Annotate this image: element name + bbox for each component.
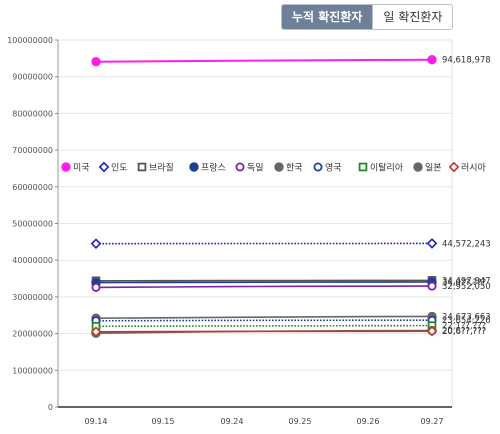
legend-label-0: 미국	[73, 163, 90, 174]
series-line-3	[95, 281, 433, 284]
series-marker-start-4	[91, 282, 101, 292]
tab-daily-cases[interactable]: 일 확진환자	[372, 5, 453, 29]
legend-marker-6	[313, 162, 323, 172]
legend-label-1: 인도	[111, 163, 128, 174]
y-tick-label: 90000000	[12, 73, 53, 82]
y-tick-label: 60000000	[12, 183, 53, 192]
legend-label-9: 러시아	[461, 163, 487, 174]
y-tick-label: 50000000	[12, 220, 53, 229]
x-tick-label: 09.27	[421, 417, 444, 426]
x-tick-label: 09.15	[152, 417, 175, 426]
x-tick-label: 09.24	[221, 417, 244, 426]
series-line-7	[95, 324, 433, 328]
legend-marker-2	[137, 162, 147, 172]
legend-marker-7	[358, 162, 368, 172]
y-tick-label: 10000000	[12, 366, 53, 375]
y-tick-label: 40000000	[12, 256, 53, 265]
series-line-9	[95, 330, 433, 333]
tab-cumulative-cases[interactable]: 누적 확진환자	[282, 5, 373, 29]
series-marker-end-0	[427, 55, 437, 65]
series-marker-start-9	[90, 326, 102, 338]
grid-layer	[58, 39, 453, 407]
legend-label-5: 한국	[286, 163, 303, 174]
end-value-label-5: 24,673,663	[442, 312, 491, 322]
legend-marker-0	[61, 162, 71, 172]
y-tick-label: 100000000	[7, 36, 53, 45]
legend-label-7: 이탈리아	[370, 163, 404, 174]
end-label-layer: 94,618,978 44,572,243 34,497,94734,0??,???…	[442, 56, 491, 337]
legend-marker-4	[235, 162, 245, 172]
series-marker-end-4	[427, 281, 437, 291]
series-line-5	[95, 315, 433, 319]
legend-marker-5	[274, 162, 284, 172]
end-value-label-4: 32,952,050	[442, 282, 491, 292]
end-value-label-3: 34,0??,???	[442, 278, 486, 288]
legend: 미국 인도 브라질 프랑스 독일 한국 영국 이탈리아 일본 러시아	[61, 161, 487, 174]
x-tick-label: 09.25	[289, 417, 312, 426]
legend-marker-8	[413, 162, 423, 172]
series-line-6	[95, 319, 432, 322]
legend-marker-9	[448, 161, 460, 173]
x-tick-label: 09.14	[85, 417, 108, 426]
series-marker-end-9	[426, 325, 438, 337]
y-tick-label: 0	[48, 403, 53, 412]
y-tick-label: 70000000	[12, 146, 53, 155]
end-value-label-0: 94,618,978	[442, 56, 491, 66]
axis-layer: 0 10000000 20000000 30000000 40000000 5000000…	[7, 36, 452, 426]
legend-marker-3	[189, 162, 199, 172]
y-tick-label: 20000000	[12, 330, 53, 339]
x-tick-label: 09.26	[357, 417, 380, 426]
end-value-label-7: 22,1??,???	[442, 322, 486, 332]
series-marker-start-0	[91, 56, 101, 67]
end-value-label-8: 20,8??,???	[442, 327, 486, 337]
series-line-4	[95, 285, 433, 289]
end-value-label-1: 44,572,243	[442, 239, 491, 249]
y-tick-label: 80000000	[12, 109, 53, 118]
legend-label-8: 일본	[425, 163, 442, 174]
legend-marker-1	[98, 161, 110, 173]
series-layer	[90, 55, 438, 338]
y-tick-label: 30000000	[12, 293, 53, 302]
series-marker-start-1	[90, 238, 102, 250]
chart-mode-tabs: 누적 확진환자 일 확진환자	[281, 4, 454, 30]
legend-label-3: 프랑스	[201, 162, 226, 174]
end-value-label-9: 20,6??,???	[442, 327, 486, 337]
legend-label-2: 브라질	[149, 162, 174, 174]
legend-label-4: 독일	[247, 163, 264, 174]
legend-label-6: 영국	[325, 163, 342, 174]
end-value-label-2: 34,497,947	[442, 276, 491, 286]
series-marker-end-1	[426, 238, 438, 249]
series-line-0	[95, 58, 433, 63]
end-value-label-6: 23,654,226	[442, 316, 491, 326]
